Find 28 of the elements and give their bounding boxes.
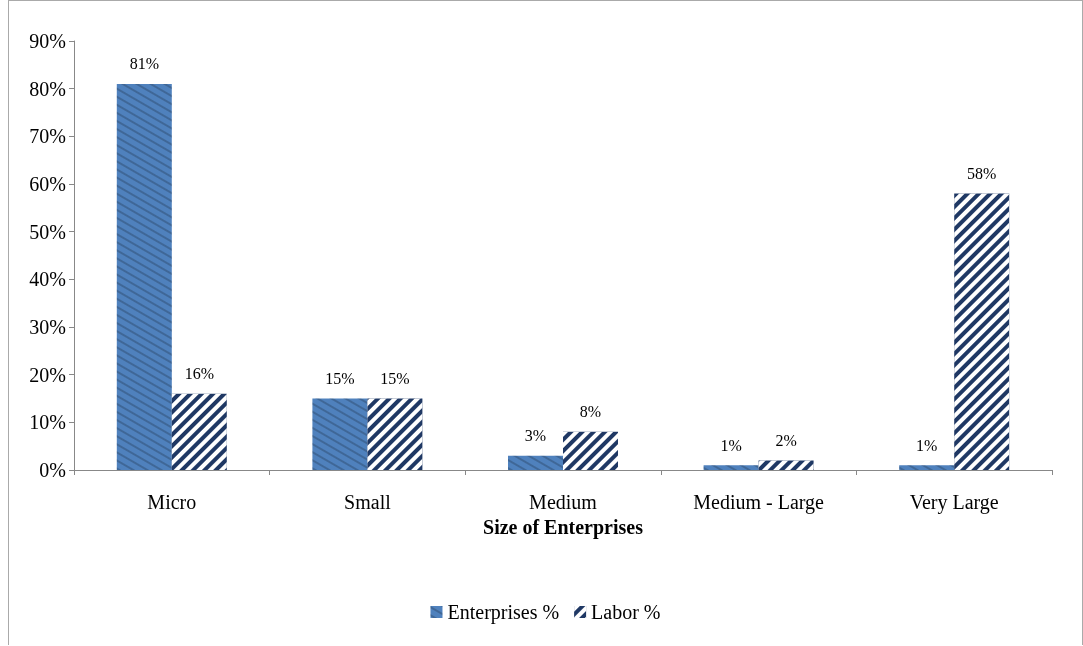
data-label: 81% bbox=[129, 55, 159, 73]
data-label: 15% bbox=[325, 370, 355, 387]
data-label: 1% bbox=[916, 436, 938, 454]
x-tick-label: Medium bbox=[529, 491, 598, 513]
data-label: 1% bbox=[720, 436, 742, 454]
y-tick-label: 70% bbox=[29, 125, 66, 148]
x-axis-title: Size of Enterprises bbox=[483, 515, 644, 539]
y-tick-label: 40% bbox=[29, 268, 66, 291]
y-tick-label: 20% bbox=[29, 363, 66, 386]
y-tick-label: 30% bbox=[29, 316, 66, 338]
data-label: 15% bbox=[380, 370, 410, 387]
data-label: 16% bbox=[184, 365, 214, 383]
x-tick-label: Micro bbox=[147, 491, 197, 513]
data-label: 2% bbox=[775, 431, 797, 449]
x-tick-label: Very Large bbox=[909, 491, 999, 514]
data-label: 8% bbox=[579, 403, 602, 421]
y-tick-label: 60% bbox=[29, 173, 66, 195]
x-tick-label: Medium - Large bbox=[693, 491, 825, 514]
y-tick-label: 50% bbox=[29, 220, 66, 243]
legend-label: Labor % bbox=[591, 601, 661, 623]
data-label: 3% bbox=[524, 427, 547, 445]
data-label: 58% bbox=[967, 165, 997, 183]
y-tick-label: 90% bbox=[29, 30, 66, 52]
legend-label: Enterprises % bbox=[447, 601, 560, 624]
y-tick-label: 0% bbox=[39, 459, 66, 481]
x-tick-label: Small bbox=[344, 491, 392, 513]
y-tick-label: 80% bbox=[29, 77, 66, 100]
y-tick-label: 10% bbox=[29, 411, 66, 434]
